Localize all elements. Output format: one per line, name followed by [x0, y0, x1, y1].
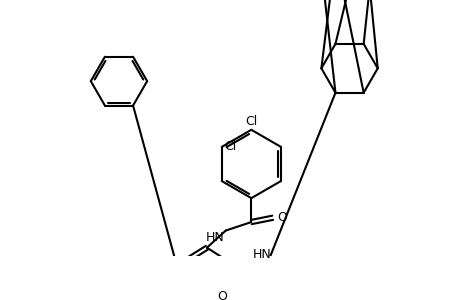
Text: Cl: Cl — [245, 115, 257, 128]
Text: HN: HN — [205, 231, 224, 244]
Text: O: O — [217, 290, 227, 300]
Text: O: O — [276, 211, 286, 224]
Text: HN: HN — [252, 248, 271, 261]
Text: Cl: Cl — [224, 140, 236, 153]
